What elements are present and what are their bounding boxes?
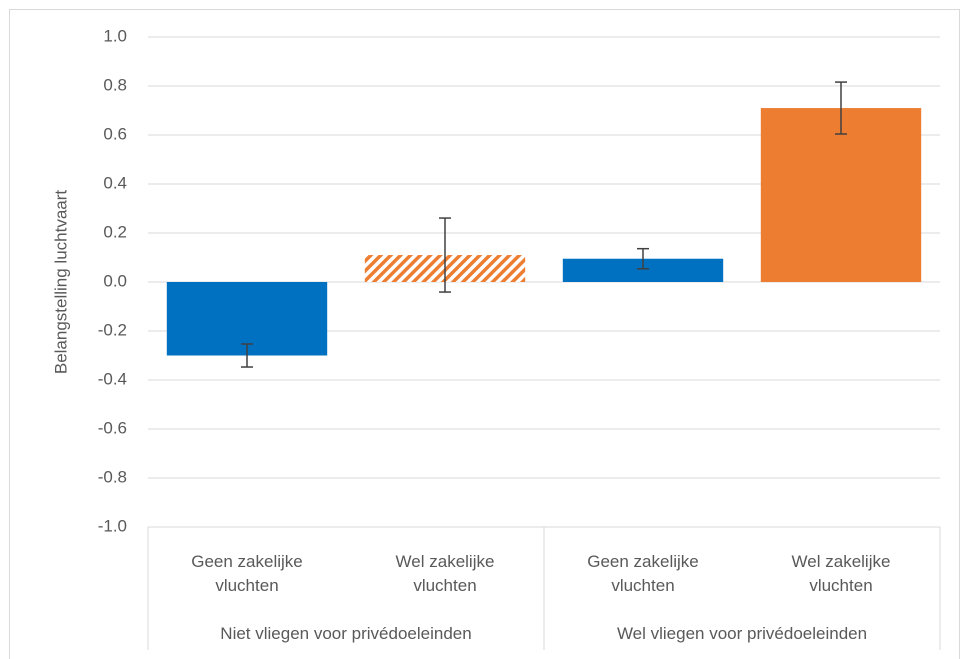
bar <box>760 108 922 282</box>
y-tick-label: -0.6 <box>98 418 127 437</box>
x-tick-label: Geen zakelijke vluchten <box>587 552 699 595</box>
y-axis-title: Belangstelling luchtvaart <box>51 190 70 375</box>
x-tick-label: Wel zakelijke vluchten <box>395 552 495 595</box>
y-tick-label: -0.2 <box>98 320 127 339</box>
y-tick-label: -0.8 <box>98 467 127 486</box>
x-tick-label: Wel zakelijke vluchten <box>791 552 891 595</box>
group-label: Wel vliegen voor privédoeleinden <box>616 624 868 643</box>
y-tick-label: 0.4 <box>103 173 127 192</box>
y-tick-label: 0.2 <box>103 222 127 241</box>
y-tick-label: 0.8 <box>103 75 127 94</box>
y-tick-label: 0.6 <box>103 124 127 143</box>
x-tick-label: Geen zakelijke vluchten <box>191 552 303 595</box>
y-tick-label: 0.0 <box>103 271 127 290</box>
chart-border <box>9 9 960 659</box>
y-tick-label: 1.0 <box>103 26 127 45</box>
y-tick-label: -0.4 <box>98 369 127 388</box>
y-tick-label: -1.0 <box>98 516 127 535</box>
bar <box>562 258 724 282</box>
group-label: Niet vliegen voor privédoeleinden <box>220 624 472 643</box>
